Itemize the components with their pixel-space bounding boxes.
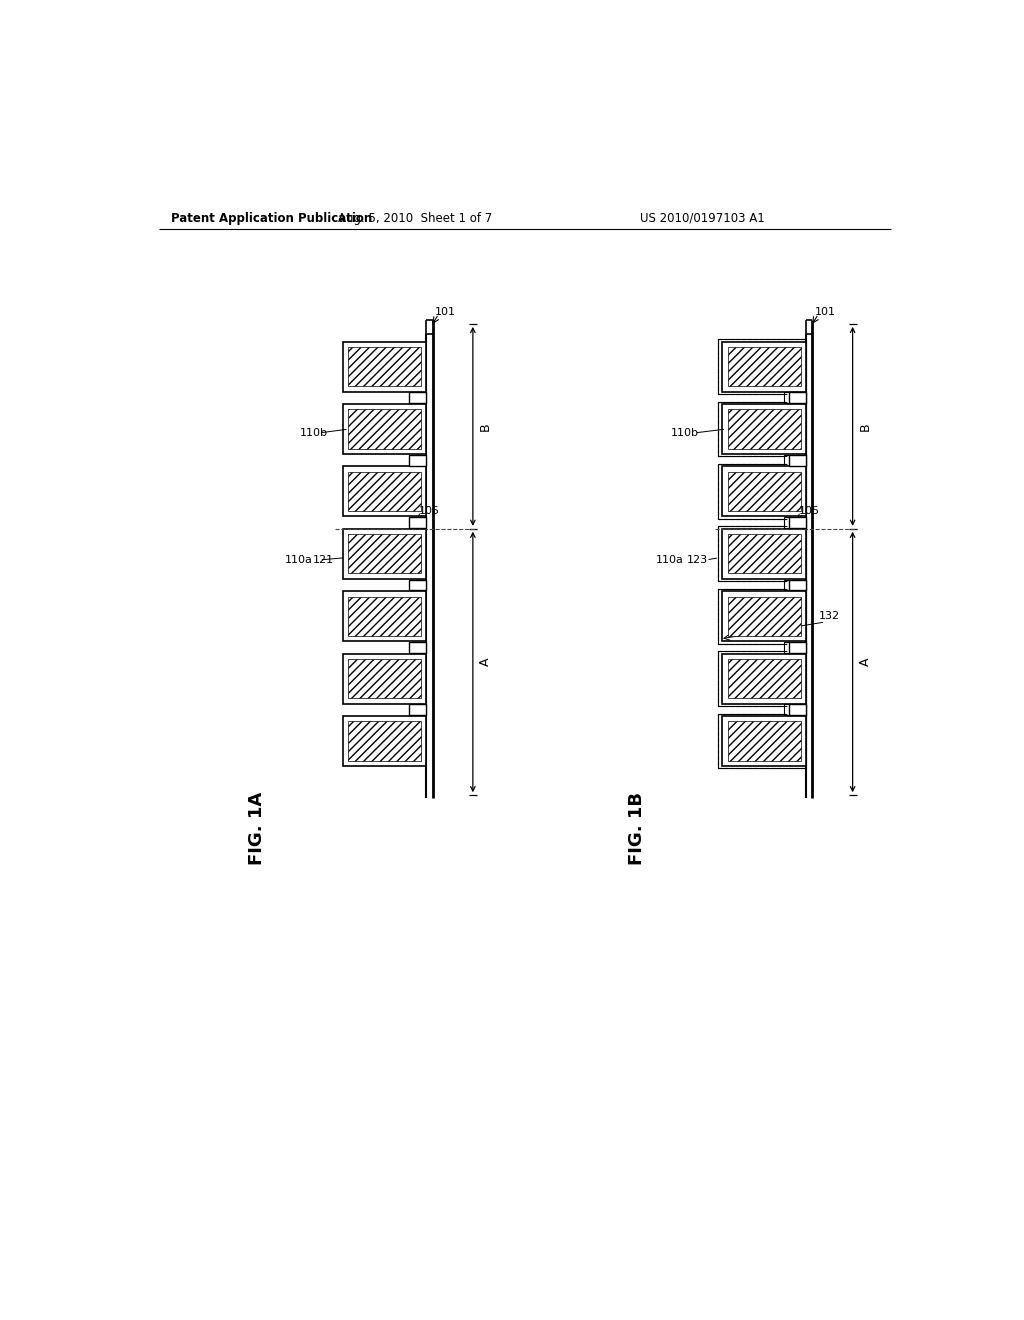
Bar <box>718 714 806 768</box>
Text: FIG. 1A: FIG. 1A <box>248 792 266 865</box>
Text: B: B <box>859 422 871 430</box>
Bar <box>728 659 801 698</box>
Bar <box>790 642 806 653</box>
Bar <box>728 409 801 449</box>
Bar <box>722 404 806 454</box>
Text: 101: 101 <box>435 308 456 317</box>
Text: 101: 101 <box>815 308 836 317</box>
Bar <box>728 721 801 760</box>
Bar <box>790 579 806 590</box>
Bar <box>728 471 801 511</box>
Bar <box>348 659 421 698</box>
Text: 121: 121 <box>313 554 335 565</box>
Text: 110a: 110a <box>285 554 312 565</box>
Bar <box>718 527 806 581</box>
Bar <box>410 392 426 404</box>
Bar <box>343 529 426 578</box>
Bar <box>410 455 426 466</box>
Bar <box>410 705 426 715</box>
Bar <box>790 392 806 404</box>
Bar <box>343 466 426 516</box>
Text: US 2010/0197103 A1: US 2010/0197103 A1 <box>640 213 764 224</box>
Text: 105: 105 <box>419 506 439 516</box>
Bar <box>728 347 801 387</box>
Bar <box>784 455 806 466</box>
Bar <box>348 347 421 387</box>
Bar <box>784 642 806 653</box>
Bar <box>348 471 421 511</box>
Bar <box>784 705 806 715</box>
Text: 123: 123 <box>687 554 708 565</box>
Text: 110b: 110b <box>672 428 699 438</box>
Bar <box>343 404 426 454</box>
Bar <box>718 651 806 706</box>
Bar <box>410 517 426 528</box>
Text: 110b: 110b <box>300 428 328 438</box>
Bar <box>728 597 801 636</box>
Bar <box>410 642 426 653</box>
Bar <box>343 591 426 642</box>
Bar <box>790 705 806 715</box>
Bar <box>790 517 806 528</box>
Text: Patent Application Publication: Patent Application Publication <box>171 213 372 224</box>
Text: 110a: 110a <box>655 554 684 565</box>
Bar <box>718 339 806 395</box>
Bar <box>722 342 806 392</box>
Bar <box>728 535 801 573</box>
Bar <box>348 721 421 760</box>
Text: Aug. 5, 2010  Sheet 1 of 7: Aug. 5, 2010 Sheet 1 of 7 <box>338 213 492 224</box>
Bar <box>410 579 426 590</box>
Bar <box>722 653 806 704</box>
Text: 105: 105 <box>799 506 819 516</box>
Text: FIG. 1B: FIG. 1B <box>628 792 646 865</box>
Bar <box>722 529 806 578</box>
Bar <box>343 715 426 766</box>
Bar <box>784 579 806 590</box>
Bar <box>790 455 806 466</box>
Bar <box>722 591 806 642</box>
Text: B: B <box>479 422 493 430</box>
Bar <box>718 465 806 519</box>
Bar <box>784 392 806 404</box>
Bar <box>348 409 421 449</box>
Bar <box>722 466 806 516</box>
Text: A: A <box>859 657 871 667</box>
Bar <box>784 517 806 528</box>
Text: A: A <box>479 657 493 667</box>
Text: 132: 132 <box>819 611 840 620</box>
Bar <box>343 653 426 704</box>
Bar <box>718 401 806 457</box>
Bar <box>718 589 806 644</box>
Bar <box>348 597 421 636</box>
Bar <box>343 342 426 392</box>
Bar <box>348 535 421 573</box>
Bar <box>722 715 806 766</box>
